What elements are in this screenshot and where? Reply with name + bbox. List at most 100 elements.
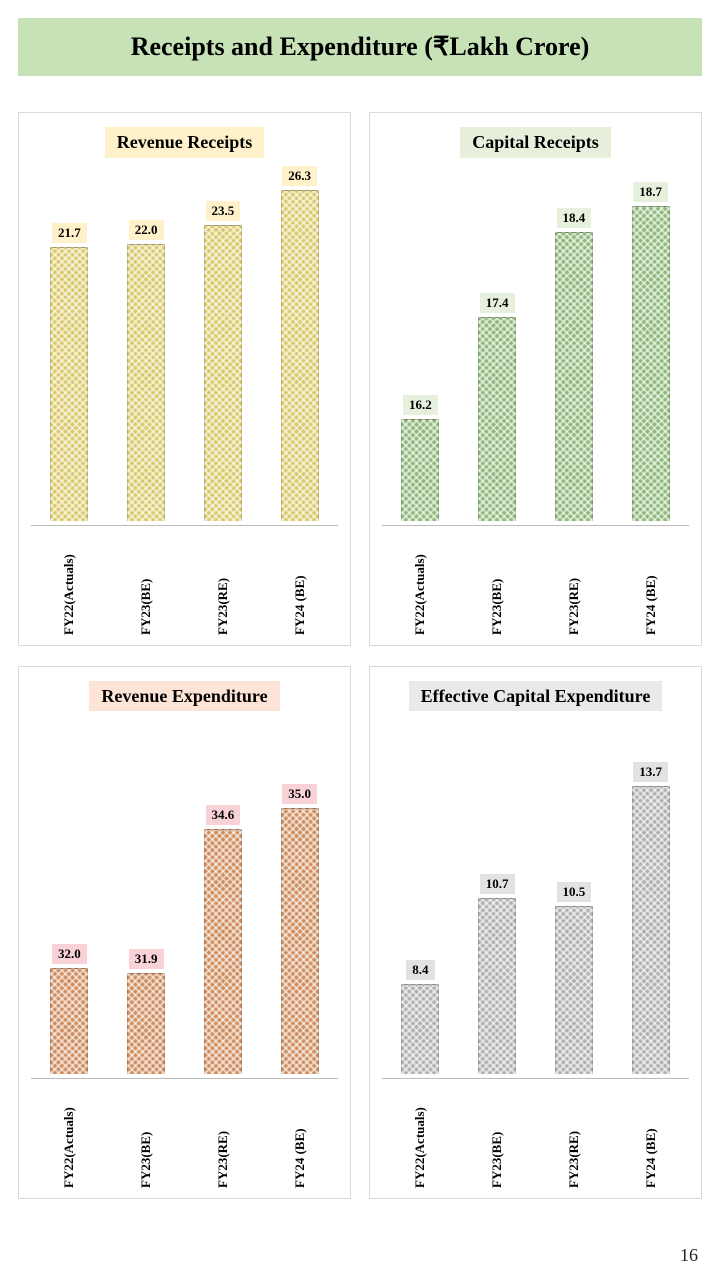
value-label: 13.7 [633, 762, 668, 782]
x-label-text: FY23(RE) [566, 532, 582, 635]
page-root: Receipts and Expenditure (₹Lakh Crore) R… [0, 0, 720, 1199]
x-label: FY23(RE) [189, 1085, 257, 1188]
panel-revenue-expenditure: Revenue Expenditure 32.0 31.9 34.6 35.0 [18, 666, 351, 1200]
panel-title: Revenue Receipts [105, 127, 264, 158]
bar [281, 190, 319, 521]
value-label: 21.7 [52, 223, 87, 243]
x-label: FY24 (BE) [266, 1085, 334, 1188]
value-label: 34.6 [206, 805, 241, 825]
bar-col: 8.4 [387, 960, 455, 1074]
bar [127, 973, 165, 1074]
bar [204, 829, 242, 1074]
value-label: 23.5 [206, 201, 241, 221]
x-label: FY24 (BE) [617, 1085, 685, 1188]
x-label-text: FY23(BE) [489, 1085, 505, 1188]
x-axis: FY22(Actuals) FY23(BE) FY23(RE) FY24 (BE… [382, 1078, 689, 1188]
x-label: FY24 (BE) [617, 532, 685, 635]
value-label: 18.4 [557, 208, 592, 228]
bar-col: 10.7 [463, 874, 531, 1074]
value-label: 10.7 [480, 874, 515, 894]
value-label: 17.4 [480, 293, 515, 313]
panel-effective-capital-expenditure: Effective Capital Expenditure 8.4 10.7 1… [369, 666, 702, 1200]
value-label: 31.9 [129, 949, 164, 969]
bar-col: 13.7 [617, 762, 685, 1075]
bar-col: 10.5 [540, 882, 608, 1075]
bar [555, 232, 593, 521]
x-label: FY23(RE) [540, 1085, 608, 1188]
bar [50, 968, 88, 1075]
bar-col: 31.9 [112, 949, 180, 1074]
bar [50, 247, 88, 520]
bar [401, 984, 439, 1074]
x-axis: FY22(Actuals) FY23(BE) FY23(RE) FY24 (BE… [31, 1078, 338, 1188]
panel-title: Capital Receipts [460, 127, 610, 158]
x-label-text: FY23(RE) [215, 1085, 231, 1188]
value-label: 26.3 [282, 166, 317, 186]
x-label-text: FY23(RE) [566, 1085, 582, 1188]
x-label-text: FY23(BE) [489, 532, 505, 635]
bar-col: 22.0 [112, 220, 180, 521]
x-label-text: FY23(BE) [138, 532, 154, 635]
charts-grid: Revenue Receipts 21.7 22.0 23.5 26.3 [18, 112, 702, 1199]
page-title-band: Receipts and Expenditure (₹Lakh Crore) [18, 18, 702, 76]
bar [204, 225, 242, 521]
x-label-text: FY23(RE) [215, 532, 231, 635]
bar-col: 16.2 [387, 395, 455, 521]
bar-col: 18.7 [617, 182, 685, 521]
value-label: 22.0 [129, 220, 164, 240]
x-label-text: FY22(Actuals) [412, 1085, 428, 1188]
x-label: FY23(RE) [189, 532, 257, 635]
x-label-text: FY24 (BE) [643, 532, 659, 635]
panel-revenue-receipts: Revenue Receipts 21.7 22.0 23.5 26.3 [18, 112, 351, 646]
x-label: FY22(Actuals) [387, 532, 455, 635]
bar-col: 18.4 [540, 208, 608, 521]
x-label-text: FY22(Actuals) [61, 1085, 77, 1188]
bar-col: 21.7 [36, 223, 104, 520]
x-label-text: FY24 (BE) [643, 1085, 659, 1188]
bar-col: 35.0 [266, 784, 334, 1075]
bar-col: 26.3 [266, 166, 334, 521]
value-label: 35.0 [282, 784, 317, 804]
chart-area: 21.7 22.0 23.5 26.3 [31, 166, 338, 525]
bar-col: 32.0 [36, 944, 104, 1075]
bar [401, 419, 439, 521]
page-number: 16 [680, 1245, 698, 1266]
x-label: FY22(Actuals) [387, 1085, 455, 1188]
bar [478, 898, 516, 1074]
x-axis: FY22(Actuals) FY23(BE) FY23(RE) FY24 (BE… [382, 525, 689, 635]
panel-title: Effective Capital Expenditure [409, 681, 663, 712]
value-label: 32.0 [52, 944, 87, 964]
x-axis: FY22(Actuals) FY23(BE) FY23(RE) FY24 (BE… [31, 525, 338, 635]
x-label-text: FY22(Actuals) [412, 532, 428, 635]
panel-capital-receipts: Capital Receipts 16.2 17.4 18.4 18.7 [369, 112, 702, 646]
x-label: FY24 (BE) [266, 532, 334, 635]
bar [555, 906, 593, 1075]
bar [478, 317, 516, 521]
x-label-text: FY24 (BE) [292, 532, 308, 635]
panel-title: Revenue Expenditure [89, 681, 279, 712]
x-label: FY23(RE) [540, 532, 608, 635]
x-label: FY23(BE) [112, 532, 180, 635]
bar-col: 34.6 [189, 805, 257, 1074]
x-label-text: FY24 (BE) [292, 1085, 308, 1188]
bar-col: 17.4 [463, 293, 531, 521]
x-label: FY23(BE) [463, 1085, 531, 1188]
value-label: 10.5 [557, 882, 592, 902]
x-label: FY23(BE) [112, 1085, 180, 1188]
x-label: FY22(Actuals) [36, 1085, 104, 1188]
value-label: 8.4 [406, 960, 434, 980]
bar [127, 244, 165, 521]
value-label: 16.2 [403, 395, 438, 415]
x-label-text: FY22(Actuals) [61, 532, 77, 635]
x-label: FY23(BE) [463, 532, 531, 635]
x-label-text: FY23(BE) [138, 1085, 154, 1188]
x-label: FY22(Actuals) [36, 532, 104, 635]
bar-col: 23.5 [189, 201, 257, 521]
bar [632, 206, 670, 521]
bar [632, 786, 670, 1075]
chart-area: 16.2 17.4 18.4 18.7 [382, 166, 689, 525]
bar [281, 808, 319, 1075]
chart-area: 32.0 31.9 34.6 35.0 [31, 719, 338, 1078]
chart-area: 8.4 10.7 10.5 13.7 [382, 719, 689, 1078]
value-label: 18.7 [633, 182, 668, 202]
